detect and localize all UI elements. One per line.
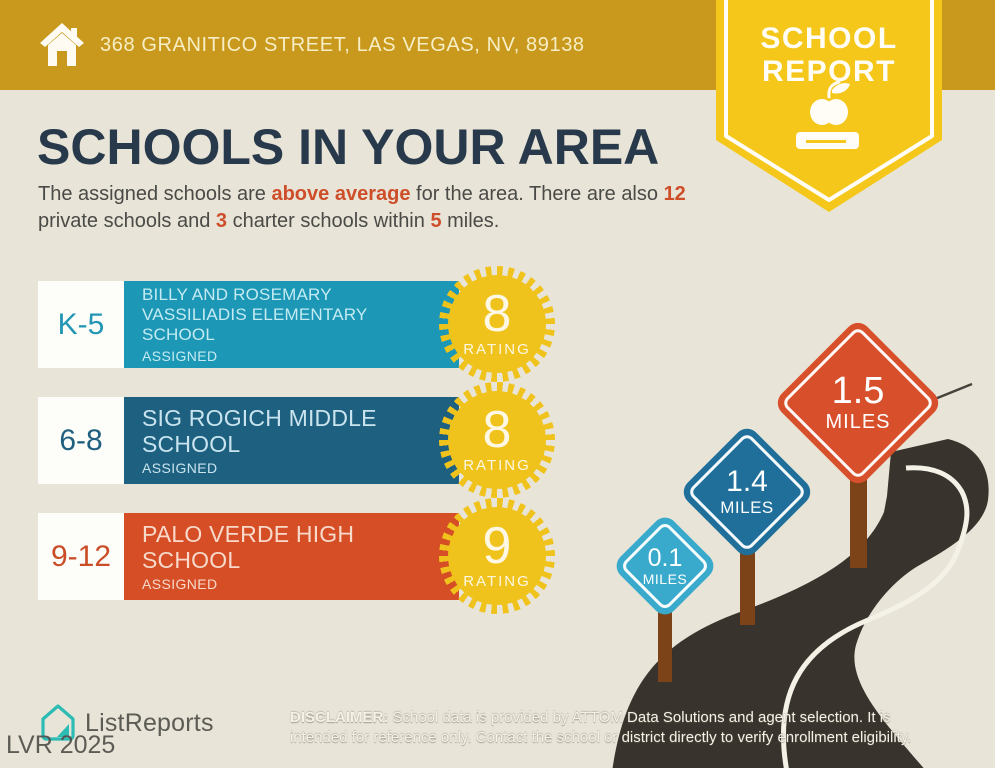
summary-part: private schools and bbox=[38, 210, 216, 233]
grade-range: 9-12 bbox=[38, 513, 124, 600]
summary-part: miles. bbox=[441, 210, 500, 233]
disclaimer-body: School data is provided by ATTOM Data So… bbox=[290, 709, 912, 746]
watermark: LVR 2025 bbox=[6, 731, 116, 759]
summary-highlight: 12 bbox=[663, 183, 686, 205]
property-address: 368 GRANITICO STREET, LAS VEGAS, NV, 891… bbox=[100, 33, 585, 56]
rating-value: 9 bbox=[482, 517, 512, 576]
sign-unit: MILES bbox=[720, 497, 774, 517]
ribbon-line2: REPORT bbox=[761, 55, 896, 88]
school-bar: BILLY AND ROSEMARY VASSILIADIS ELEMENTAR… bbox=[124, 281, 459, 368]
summary-highlight: 5 bbox=[430, 210, 442, 233]
sign-unit: MILES bbox=[642, 571, 688, 588]
ribbon-line1: SCHOOL bbox=[760, 22, 898, 55]
road-shape bbox=[612, 439, 989, 768]
page-title: SCHOOLS IN YOUR AREA bbox=[37, 119, 660, 175]
apple-icon bbox=[810, 80, 850, 125]
brand-name: ListReports bbox=[85, 708, 214, 737]
grade-range: K-5 bbox=[38, 281, 124, 368]
ribbon-shape bbox=[716, 0, 942, 212]
school-name: PALO VERDE HIGH SCHOOL bbox=[142, 520, 355, 573]
house-icon bbox=[40, 23, 84, 66]
grade-range: 6-8 bbox=[38, 397, 124, 484]
school-name: BILLY AND ROSEMARY VASSILIADIS ELEMENTAR… bbox=[142, 284, 368, 345]
rating-value: 8 bbox=[482, 285, 512, 344]
rating-seal: 9 RATING bbox=[439, 498, 555, 614]
sign-distance: 1.5 bbox=[831, 369, 885, 412]
rating-label: RATING bbox=[463, 456, 531, 474]
disclaimer-text: DISCLAIMER: School data is provided by A… bbox=[290, 708, 950, 748]
listreports-logo-icon bbox=[41, 704, 75, 741]
school-list: K-5 BILLY AND ROSEMARY VASSILIADIS ELEME… bbox=[38, 266, 598, 629]
school-name: SIG ROGICH MIDDLE SCHOOL bbox=[142, 404, 377, 457]
summary-part: charter schools within bbox=[227, 210, 431, 233]
summary-text: The assigned schools are above average f… bbox=[38, 181, 698, 236]
assigned-label: ASSIGNED bbox=[142, 576, 218, 593]
sign-distance: 1.4 bbox=[726, 465, 768, 499]
sign-distance: 0.1 bbox=[647, 543, 683, 572]
school-report-ribbon: SCHOOL REPORT bbox=[716, 0, 942, 212]
distance-sign-0-1-miles: 0.1 MILES bbox=[611, 512, 719, 620]
rating-seal: 8 RATING bbox=[439, 382, 555, 498]
school-row-high: 9-12 PALO VERDE HIGH SCHOOL ASSIGNED 9 R… bbox=[38, 498, 598, 614]
summary-part: for the area. There are also bbox=[410, 183, 664, 205]
school-row-elementary: K-5 BILLY AND ROSEMARY VASSILIADIS ELEME… bbox=[38, 266, 598, 382]
assigned-label: ASSIGNED bbox=[142, 460, 218, 477]
rating-label: RATING bbox=[463, 340, 531, 358]
school-row-middle: 6-8 SIG ROGICH MIDDLE SCHOOL ASSIGNED 8 … bbox=[38, 382, 598, 498]
ribbon-title: SCHOOL REPORT bbox=[716, 22, 942, 88]
road-center-line bbox=[781, 465, 970, 768]
school-bar: PALO VERDE HIGH SCHOOL ASSIGNED bbox=[124, 513, 459, 600]
school-bar: SIG ROGICH MIDDLE SCHOOL ASSIGNED bbox=[124, 397, 459, 484]
summary-highlight: 3 bbox=[215, 210, 228, 233]
distance-sign-1-4-miles: 1.4 MILES bbox=[678, 423, 816, 561]
book-icon bbox=[796, 132, 859, 149]
rating-seal: 8 RATING bbox=[439, 266, 555, 382]
listreports-brand: ListReports bbox=[40, 703, 214, 743]
sign-unit: MILES bbox=[825, 411, 891, 434]
disclaimer-label: DISCLAIMER: bbox=[290, 709, 389, 726]
summary-part: The assigned schools are bbox=[38, 183, 272, 205]
distance-sign-1-5-miles: 1.5 MILES bbox=[772, 317, 944, 489]
rating-label: RATING bbox=[463, 572, 531, 590]
summary-highlight: above average bbox=[271, 183, 411, 205]
assigned-label: ASSIGNED bbox=[142, 348, 218, 365]
rating-value: 8 bbox=[482, 401, 512, 460]
